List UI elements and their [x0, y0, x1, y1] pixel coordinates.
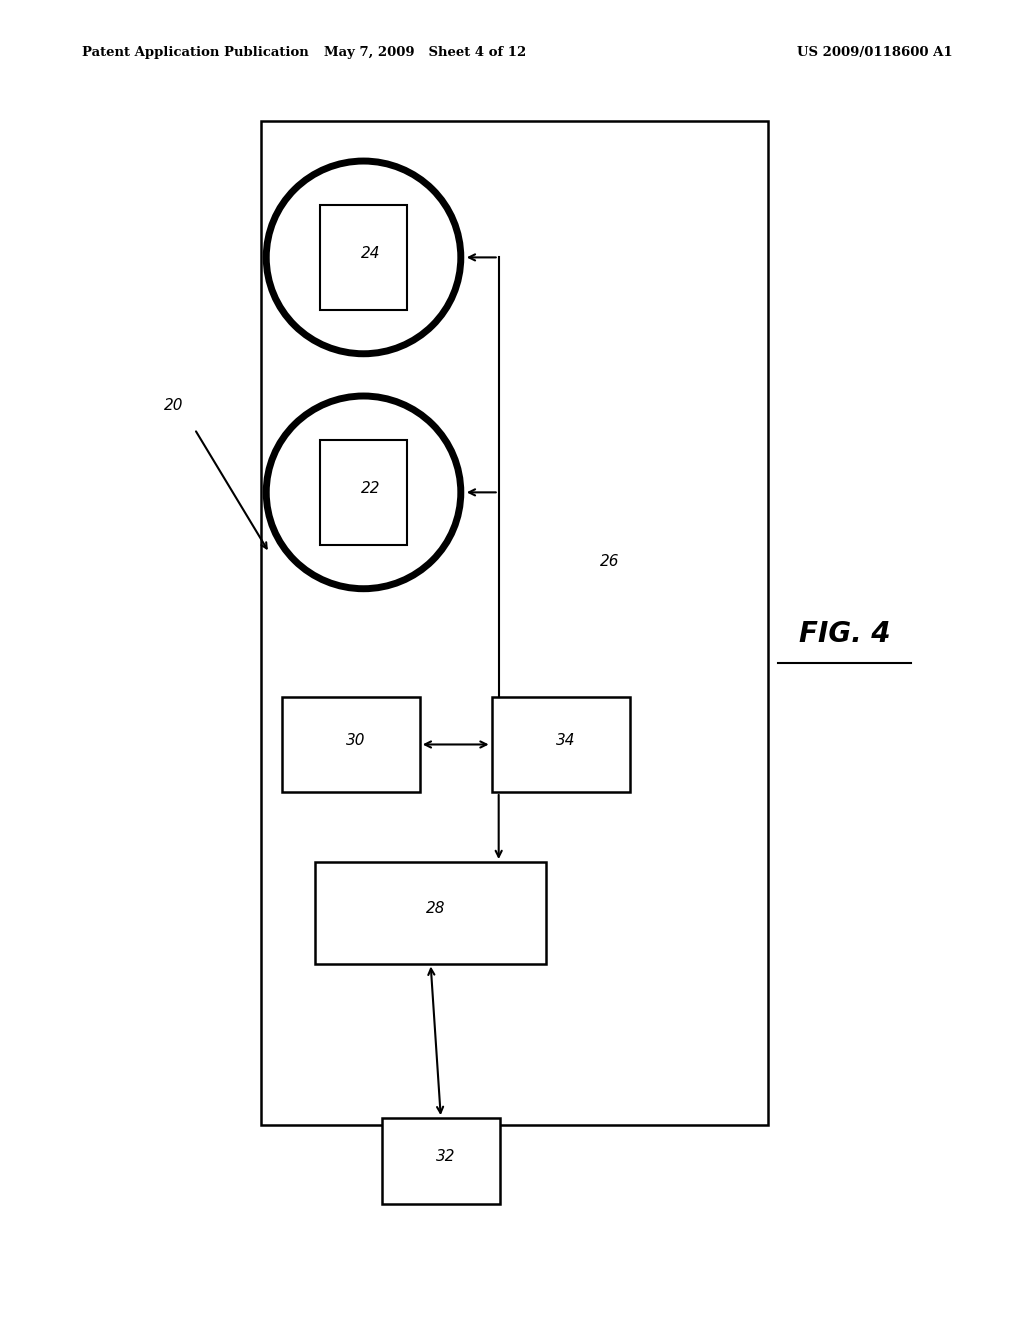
Bar [315, 862, 546, 964]
Text: 28: 28 [426, 902, 445, 916]
Ellipse shape [266, 396, 461, 589]
Bar [319, 205, 408, 310]
Text: US 2009/0118600 A1: US 2009/0118600 A1 [797, 46, 952, 59]
Ellipse shape [266, 161, 461, 354]
Bar [319, 440, 408, 545]
Bar [382, 1118, 500, 1204]
Text: FIG. 4: FIG. 4 [799, 619, 891, 648]
Bar [261, 121, 768, 1125]
Text: 34: 34 [556, 733, 575, 748]
Text: 22: 22 [360, 480, 381, 496]
Bar [492, 697, 630, 792]
Text: Patent Application Publication: Patent Application Publication [82, 46, 308, 59]
Bar [282, 697, 420, 792]
Text: 24: 24 [360, 246, 381, 261]
Text: 30: 30 [346, 733, 366, 748]
Text: 32: 32 [436, 1150, 456, 1164]
Text: 26: 26 [599, 553, 620, 569]
Text: May 7, 2009   Sheet 4 of 12: May 7, 2009 Sheet 4 of 12 [324, 46, 526, 59]
Text: 20: 20 [164, 397, 184, 413]
